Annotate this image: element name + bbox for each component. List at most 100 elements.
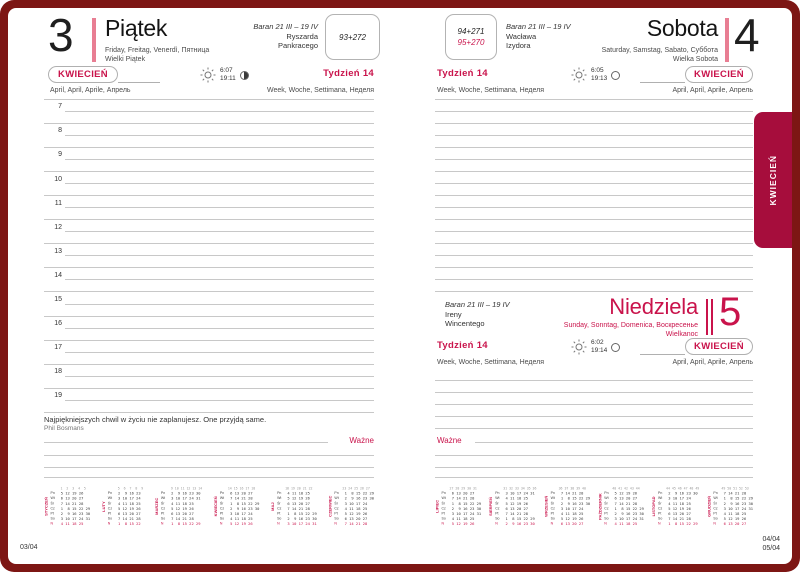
ruled-line bbox=[65, 110, 374, 112]
important-line bbox=[475, 442, 753, 443]
important-line bbox=[44, 442, 328, 443]
hour-label: 16 bbox=[54, 320, 62, 328]
weekday-row: Cz 2 9 16 23 30 bbox=[441, 506, 482, 511]
ruled-line bbox=[435, 110, 753, 112]
hour-label: 17 bbox=[54, 344, 62, 352]
zodiac-label: Baran 21 III – 19 IV bbox=[445, 300, 510, 309]
sunday-month-translations: April, April, Aprile, Апрель bbox=[672, 359, 753, 366]
weekday-row: So 7 14 21 28 bbox=[160, 516, 194, 522]
weekday-row: Wt 1 8 15 22 29 bbox=[713, 496, 753, 501]
ruled-line bbox=[435, 467, 753, 468]
ruled-line bbox=[44, 411, 374, 413]
weekday-row: So 6 13 20 27 bbox=[334, 516, 368, 522]
weekday-row: Cz 4 11 18 25 bbox=[334, 506, 368, 511]
mini-calendar-month-name: KWIECIEŃ bbox=[213, 496, 218, 517]
friday-week-translations: Week, Woche, Settimana, Неделя bbox=[266, 87, 374, 94]
friday-holiday: Wielki Piątek bbox=[105, 56, 146, 63]
saturday-day-name: Sobota bbox=[646, 15, 718, 41]
ruled-line bbox=[44, 339, 374, 341]
weekday-row: So 2 9 16 23 30 bbox=[277, 516, 317, 522]
weekday-row: So 1 8 15 22 29 bbox=[495, 516, 535, 522]
weekday-row: Śr 6 13 20 27 bbox=[277, 501, 310, 506]
ruled-line bbox=[435, 122, 753, 124]
ruled-line bbox=[44, 291, 374, 293]
weekday-row: So 3 10 17 24 31 bbox=[604, 516, 644, 522]
footer-page-date-right-top: 04/04 bbox=[762, 536, 780, 543]
weekday-row: Cz 6 13 20 27 bbox=[495, 506, 529, 511]
weekday-row: Pt 4 11 18 25 bbox=[713, 511, 747, 517]
weekday-row: Pt 2 9 16 23 30 bbox=[604, 511, 644, 517]
saturday-day-number: 4 bbox=[734, 9, 760, 61]
week-numbers-row: 1 2 3 4 5 bbox=[58, 486, 86, 491]
mini-calendars-jul-dec: LIPIEC 27 28 29 30 31 Pn 6 13 20 27 Wt 7 14… bbox=[435, 486, 753, 536]
sunday-week-label: Tydzień 14 bbox=[437, 340, 488, 351]
weekday-row: Pt 6 13 20 27 bbox=[107, 511, 141, 517]
hour-label: 18 bbox=[54, 368, 62, 376]
ruled-line bbox=[435, 255, 753, 257]
sunday-important-label: Ważne bbox=[437, 436, 462, 445]
ruled-line bbox=[435, 158, 753, 160]
weekday-row: Pn 4 11 18 25 bbox=[277, 491, 310, 496]
ruled-line bbox=[65, 375, 374, 377]
weekday-row: Pn 7 14 21 28 bbox=[550, 491, 584, 496]
day-of-year: 94+271 bbox=[457, 27, 485, 36]
mini-calendar-październik: PAŹDZIERNIK 40 41 42 43 44 Pn 5 12 19 26 Wt… bbox=[598, 486, 644, 527]
nameday: Wincentego bbox=[445, 319, 485, 328]
month-label: KWIECIEŃ bbox=[694, 341, 744, 352]
saturday-zodiac-namedays: Baran 21 III – 19 IV Wacława Izydora bbox=[506, 22, 571, 51]
ruled-line bbox=[435, 455, 753, 456]
mini-calendar-listopad: LISTOPAD 44 45 46 47 48 49 Pn 2 9 16 23 30… bbox=[652, 486, 700, 527]
ruled-line bbox=[65, 183, 374, 184]
friday-day-number: 3 bbox=[48, 9, 74, 61]
weekday-row: Pt 3 10 17 24 31 bbox=[441, 511, 482, 517]
weekday-row: So 3 10 17 24 31 bbox=[50, 516, 91, 522]
ruled-line bbox=[435, 291, 753, 293]
ruled-line bbox=[435, 279, 753, 281]
mini-calendar-month-name: MAJ bbox=[270, 502, 276, 511]
nameday: Ireny bbox=[445, 309, 462, 319]
weekday-row: Pt 5 12 19 26 bbox=[334, 511, 368, 517]
mini-calendar-month-name: MARZEC bbox=[154, 497, 159, 515]
weekday-row: Wt 2 9 16 23 30 bbox=[334, 496, 374, 501]
week-numbers-row: 9 10 11 12 13 14 bbox=[168, 486, 203, 491]
ruled-line bbox=[44, 467, 374, 468]
ruled-line bbox=[44, 267, 374, 269]
ruled-line bbox=[65, 351, 374, 353]
sunrise-sunset-times: 6:07 19:11 bbox=[220, 67, 236, 83]
mini-calendar-month-name: PAŹDZIERNIK bbox=[597, 493, 603, 520]
weekday-row: Śr 1 8 15 22 29 bbox=[441, 501, 482, 506]
weekday-row: So 7 14 21 28 bbox=[658, 516, 691, 522]
mini-calendar-month-name: LUTY bbox=[101, 501, 106, 512]
day-of-year: 93+272 bbox=[339, 32, 366, 42]
ruled-line bbox=[65, 134, 374, 136]
weekday-row: Cz 1 8 15 22 29 bbox=[604, 506, 644, 511]
weekday-row: Śr 7 14 21 28 bbox=[50, 501, 84, 506]
week-numbers-row: 27 28 29 30 31 bbox=[449, 486, 477, 491]
month-label: KWIECIEŃ bbox=[58, 69, 108, 80]
sunday-day-name: Niedziela bbox=[609, 294, 698, 319]
sunrise-sunset-times: 6:05 19:13 bbox=[591, 67, 607, 83]
ruled-line bbox=[435, 170, 753, 172]
sunset-time: 19:14 bbox=[591, 347, 608, 354]
hour-label: 12 bbox=[54, 223, 62, 231]
week-numbers-row: 14 15 16 17 18 bbox=[227, 486, 256, 491]
sunday-day-number: 5 bbox=[719, 290, 742, 334]
mini-calendar-sierpień: SIERPIEŃ 31 32 33 34 35 36 Pn 3 10 17 24 3… bbox=[489, 486, 537, 527]
hour-label: 9 bbox=[58, 151, 62, 159]
week-numbers-row: 36 37 38 39 40 bbox=[558, 486, 586, 491]
saturday-month-tab: KWIECIEŃ bbox=[685, 66, 753, 83]
friday-zodiac-namedays: Baran 21 III – 19 IV Ryszarda Pankracego bbox=[188, 22, 318, 51]
ruled-line bbox=[435, 403, 753, 405]
week-numbers-row: 23 24 25 26 27 bbox=[342, 486, 370, 491]
weekday-row: Wt 3 10 17 24 bbox=[107, 496, 141, 501]
sunrise-sunset-times: 6:02 19:14 bbox=[591, 339, 607, 355]
saturday-week-label: Tydzień 14 bbox=[437, 68, 488, 79]
hour-label: 7 bbox=[58, 103, 62, 111]
friday-month-translations: April, April, Aprile, Апрель bbox=[50, 87, 131, 94]
weekday-row: So 5 12 19 26 bbox=[550, 516, 584, 522]
weekday-row: Śr 4 11 18 25 bbox=[658, 501, 691, 506]
weekday-row: Pn 2 9 16 23 30 bbox=[658, 491, 698, 496]
weekday-row: Pt 2 9 16 23 30 bbox=[50, 511, 91, 517]
mini-calendar-month-name: GRUDZIEŃ bbox=[706, 495, 712, 517]
weekday-row: Pt 1 8 15 22 29 bbox=[277, 511, 317, 517]
